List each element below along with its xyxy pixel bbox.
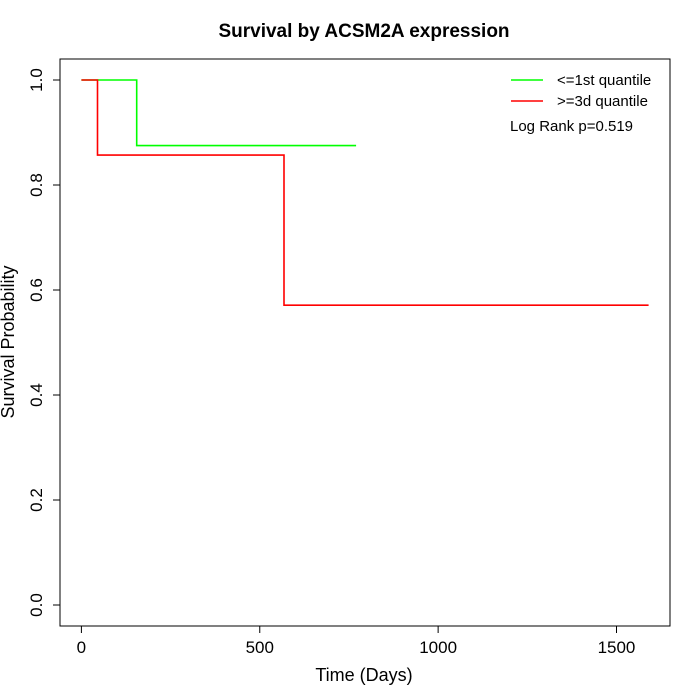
y-tick-label: 0.8 [27,173,46,197]
chart-title: Survival by ACSM2A expression [218,21,509,42]
y-axis-label: Survival Probability [0,265,18,418]
x-tick-label: 0 [77,638,86,657]
y-tick-label: 0.4 [27,383,46,407]
legend-label-1: <=1st quantile [557,72,651,89]
series-line-2 [81,79,649,307]
y-tick-label: 1.0 [27,68,46,92]
plot-frame [59,58,671,627]
series-line-1 [81,79,357,147]
x-axis: 0 500 1000 1500 [77,625,636,657]
legend-label-2: >=3d quantile [557,93,648,110]
x-tick-label: 1500 [598,638,636,657]
y-tick-label: 0.0 [27,593,46,617]
y-tick-label: 0.2 [27,488,46,512]
legend: <=1st quantile >=3d quantile [511,72,651,110]
x-tick-label: 500 [246,638,274,657]
x-axis-label: Time (Days) [315,665,412,685]
log-rank-annotation: Log Rank p=0.519 [510,118,633,135]
series-layer [81,79,649,307]
x-tick-label: 1000 [419,638,457,657]
y-axis: 0.0 0.2 0.4 0.6 0.8 1.0 [27,68,61,617]
y-tick-label: 0.6 [27,278,46,302]
